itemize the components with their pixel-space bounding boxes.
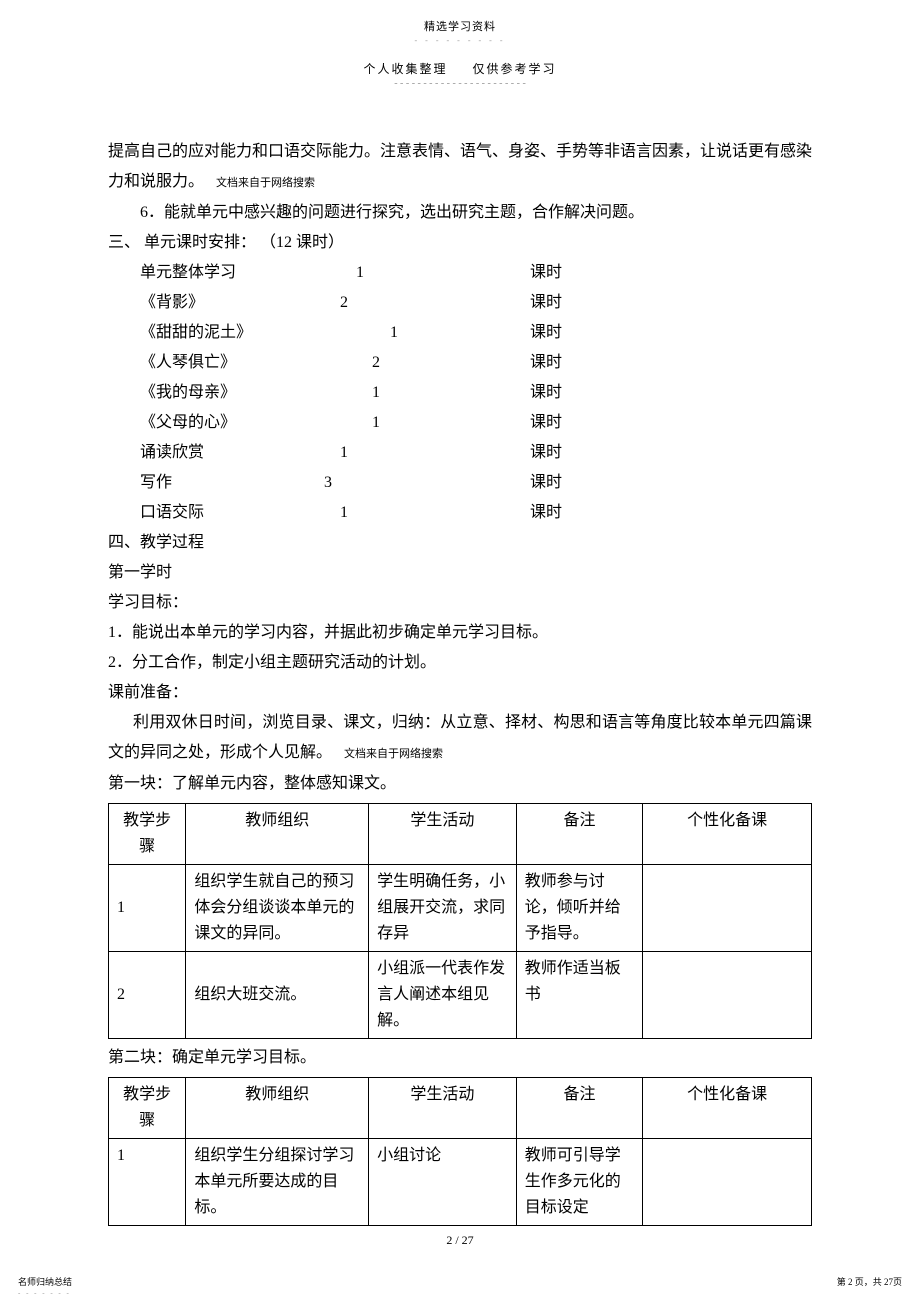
page-number: 2 / 27 bbox=[0, 1233, 920, 1248]
table-header: 学生活动 bbox=[369, 804, 517, 865]
schedule-unit: 课时 bbox=[530, 438, 562, 468]
table-header: 教学步骤 bbox=[109, 1078, 186, 1139]
schedule-row: 诵读欣赏1课时 bbox=[108, 438, 812, 468]
prep-title: 课前准备： bbox=[108, 678, 812, 708]
schedule-unit: 课时 bbox=[530, 318, 562, 348]
schedule-label: 《父母的心》 bbox=[140, 408, 372, 438]
table-row: 教学步骤 教师组织 学生活动 备注 个性化备课 bbox=[109, 804, 812, 865]
schedule-number: 3 bbox=[324, 468, 530, 498]
lesson1-title: 第一学时 bbox=[108, 558, 812, 588]
table-cell: 教师参与讨论，倾听并给予指导。 bbox=[516, 865, 643, 952]
prep-text: 利用双休日时间，浏览目录、课文，归纳：从立意、择材、构思和语言等角度比较本单元四… bbox=[108, 714, 812, 761]
schedule-unit: 课时 bbox=[530, 498, 562, 528]
p1-text: 提高自己的应对能力和口语交际能力。注意表情、语气、身姿、手势等非语言因素，让说话… bbox=[108, 143, 812, 190]
table-cell: 组织大班交流。 bbox=[186, 952, 369, 1039]
table-cell: 教师可引导学生作多元化的目标设定 bbox=[516, 1139, 643, 1226]
table-cell: 组织学生分组探讨学习本单元所要达成的目标。 bbox=[186, 1139, 369, 1226]
schedule-unit: 课时 bbox=[530, 258, 562, 288]
schedule-row: 《背影》2课时 bbox=[108, 288, 812, 318]
schedule-unit: 课时 bbox=[530, 378, 562, 408]
schedule-row: 《甜甜的泥土》1课时 bbox=[108, 318, 812, 348]
schedule-label: 《我的母亲》 bbox=[140, 378, 372, 408]
table-2: 教学步骤 教师组织 学生活动 备注 个性化备课 1 组织学生分组探讨学习本单元所… bbox=[108, 1077, 812, 1226]
header-dots: - - - - - - - - - bbox=[0, 36, 920, 45]
table-header: 学生活动 bbox=[369, 1078, 517, 1139]
schedule-unit: 课时 bbox=[530, 408, 562, 438]
schedule-label: 《甜甜的泥土》 bbox=[140, 318, 390, 348]
table-row: 教学步骤 教师组织 学生活动 备注 个性化备课 bbox=[109, 1078, 812, 1139]
schedule-number: 2 bbox=[372, 348, 530, 378]
schedule-row: 口语交际1课时 bbox=[108, 498, 812, 528]
header-subtitle-left: 个人收集整理 bbox=[363, 62, 447, 76]
schedule-row: 《我的母亲》1课时 bbox=[108, 378, 812, 408]
schedule-label: 写作 bbox=[140, 468, 324, 498]
table-cell: 1 bbox=[109, 1139, 186, 1226]
schedule-label: 诵读欣赏 bbox=[140, 438, 340, 468]
header-subtitle: 个人收集整理 仅供参考学习 bbox=[0, 45, 920, 77]
table-cell: 教师作适当板书 bbox=[516, 952, 643, 1039]
schedule-unit: 课时 bbox=[530, 288, 562, 318]
table-header: 备注 bbox=[516, 804, 643, 865]
table-cell: 2 bbox=[109, 952, 186, 1039]
prep-paragraph: 利用双休日时间，浏览目录、课文，归纳：从立意、择材、构思和语言等角度比较本单元四… bbox=[108, 708, 812, 769]
table-row: 2 组织大班交流。 小组派一代表作发言人阐述本组见解。 教师作适当板书 bbox=[109, 952, 812, 1039]
schedule-row: 写作3课时 bbox=[108, 468, 812, 498]
p1-source-note: 文档来自于网络搜索 bbox=[216, 177, 315, 189]
table-cell bbox=[643, 952, 812, 1039]
prep-source-note: 文档来自于网络搜索 bbox=[344, 748, 443, 760]
paragraph-2: 6．能就单元中感兴趣的问题进行探究，选出研究主题，合作解决问题。 bbox=[108, 198, 812, 228]
schedule-list: 单元整体学习1课时《背影》2课时《甜甜的泥土》1课时《人琴俱亡》2课时《我的母亲… bbox=[108, 258, 812, 528]
schedule-number: 1 bbox=[372, 378, 530, 408]
table-header: 个性化备课 bbox=[643, 1078, 812, 1139]
table-cell bbox=[643, 865, 812, 952]
table-header: 教学步骤 bbox=[109, 804, 186, 865]
header-title: 精选学习资料 bbox=[0, 0, 920, 34]
goals-title: 学习目标： bbox=[108, 588, 812, 618]
header-dashes: - - - - - - - - - - - - - - - - - - - - … bbox=[0, 78, 920, 89]
schedule-number: 1 bbox=[356, 258, 530, 288]
table-cell: 小组派一代表作发言人阐述本组见解。 bbox=[369, 952, 517, 1039]
table-cell bbox=[643, 1139, 812, 1226]
table-header: 备注 bbox=[516, 1078, 643, 1139]
table-header: 个性化备课 bbox=[643, 804, 812, 865]
schedule-label: 《背影》 bbox=[140, 288, 340, 318]
section4-title: 四、教学过程 bbox=[108, 528, 812, 558]
header-subtitle-right: 仅供参考学习 bbox=[473, 62, 557, 76]
footer-dots: - - - - - - - bbox=[18, 1289, 71, 1297]
schedule-label: 《人琴俱亡》 bbox=[140, 348, 372, 378]
goal-1: 1．能说出本单元的学习内容，并据此初步确定单元学习目标。 bbox=[108, 618, 812, 648]
table-row: 1 组织学生分组探讨学习本单元所要达成的目标。 小组讨论 教师可引导学生作多元化… bbox=[109, 1139, 812, 1226]
table-header: 教师组织 bbox=[186, 1078, 369, 1139]
table-cell: 1 bbox=[109, 865, 186, 952]
schedule-unit: 课时 bbox=[530, 348, 562, 378]
footer-right-text: 第 2 页，共 27页 bbox=[837, 1275, 902, 1288]
schedule-number: 1 bbox=[372, 408, 530, 438]
schedule-label: 口语交际 bbox=[140, 498, 340, 528]
table-row: 1 组织学生就自己的预习体会分组谈谈本单元的课文的异同。 学生明确任务，小组展开… bbox=[109, 865, 812, 952]
table-header: 教师组织 bbox=[186, 804, 369, 865]
schedule-number: 1 bbox=[390, 318, 530, 348]
schedule-row: 《人琴俱亡》2课时 bbox=[108, 348, 812, 378]
schedule-row: 单元整体学习1课时 bbox=[108, 258, 812, 288]
table-cell: 组织学生就自己的预习体会分组谈谈本单元的课文的异同。 bbox=[186, 865, 369, 952]
footer-left-text: 名师归纳总结 bbox=[18, 1275, 72, 1288]
goal-2: 2．分工合作，制定小组主题研究活动的计划。 bbox=[108, 648, 812, 678]
schedule-label: 单元整体学习 bbox=[140, 258, 356, 288]
table-1: 教学步骤 教师组织 学生活动 备注 个性化备课 1 组织学生就自己的预习体会分组… bbox=[108, 803, 812, 1039]
schedule-row: 《父母的心》1课时 bbox=[108, 408, 812, 438]
main-content: 提高自己的应对能力和口语交际能力。注意表情、语气、身姿、手势等非语言因素，让说话… bbox=[0, 137, 920, 1226]
block1-title: 第一块：了解单元内容，整体感知课文。 bbox=[108, 769, 812, 799]
schedule-number: 2 bbox=[340, 288, 530, 318]
table-cell: 小组讨论 bbox=[369, 1139, 517, 1226]
schedule-number: 1 bbox=[340, 498, 530, 528]
table-cell: 学生明确任务，小组展开交流，求同存异 bbox=[369, 865, 517, 952]
schedule-unit: 课时 bbox=[530, 468, 562, 498]
block2-title: 第二块：确定单元学习目标。 bbox=[108, 1043, 812, 1073]
schedule-number: 1 bbox=[340, 438, 530, 468]
paragraph-1: 提高自己的应对能力和口语交际能力。注意表情、语气、身姿、手势等非语言因素，让说话… bbox=[108, 137, 812, 198]
section3-title: 三、 单元课时安排： （12 课时） bbox=[108, 228, 812, 258]
